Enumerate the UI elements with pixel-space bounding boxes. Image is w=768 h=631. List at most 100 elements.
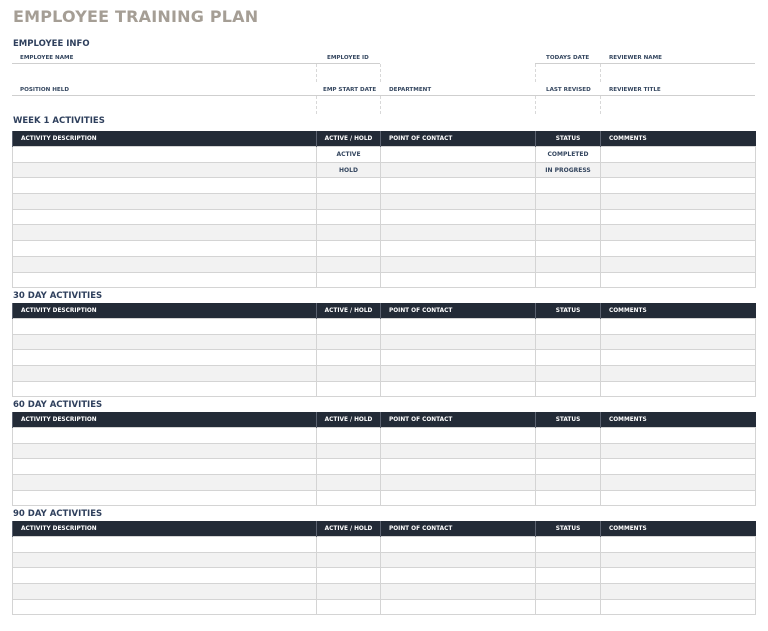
point-of-contact-cell[interactable] (380, 489, 536, 507)
point-of-contact-cell[interactable] (380, 427, 536, 444)
comments-cell[interactable] (600, 536, 756, 553)
activity-description-cell[interactable] (12, 318, 317, 335)
point-of-contact-cell[interactable] (380, 365, 536, 382)
active-hold-cell[interactable] (316, 333, 381, 351)
employee-name-field[interactable] (12, 64, 316, 82)
point-of-contact-cell[interactable] (380, 458, 536, 476)
comments-cell[interactable] (600, 240, 756, 257)
activity-description-cell[interactable] (12, 255, 317, 273)
activity-description-cell[interactable] (12, 458, 317, 476)
activity-description-cell[interactable] (12, 380, 317, 398)
point-of-contact-cell[interactable] (380, 380, 536, 398)
status-cell[interactable] (535, 458, 601, 476)
activity-description-cell[interactable] (12, 208, 317, 226)
point-of-contact-cell[interactable] (380, 224, 536, 242)
active-hold-cell[interactable] (316, 427, 381, 444)
activity-description-cell[interactable] (12, 583, 317, 600)
activity-description-cell[interactable] (12, 271, 317, 289)
point-of-contact-cell[interactable] (380, 240, 536, 257)
status-cell[interactable] (535, 208, 601, 226)
comments-cell[interactable] (600, 583, 756, 600)
activity-description-cell[interactable] (12, 598, 317, 616)
activity-description-cell[interactable] (12, 442, 317, 460)
active-hold-cell[interactable] (316, 583, 381, 600)
status-cell[interactable] (535, 365, 601, 382)
last-revised-field[interactable] (536, 96, 600, 114)
emp-start-date-field[interactable] (317, 96, 380, 114)
point-of-contact-cell[interactable] (380, 598, 536, 616)
comments-cell[interactable] (600, 177, 756, 195)
comments-cell[interactable] (600, 161, 756, 179)
active-hold-cell[interactable] (316, 255, 381, 273)
status-cell[interactable] (535, 271, 601, 289)
point-of-contact-cell[interactable] (380, 536, 536, 553)
comments-cell[interactable] (600, 474, 756, 491)
activity-description-cell[interactable] (12, 474, 317, 491)
point-of-contact-cell[interactable] (380, 255, 536, 273)
comments-cell[interactable] (600, 458, 756, 476)
point-of-contact-cell[interactable] (380, 333, 536, 351)
active-hold-cell[interactable]: ACTIVE (316, 146, 381, 163)
activity-description-cell[interactable] (12, 551, 317, 569)
activity-description-cell[interactable] (12, 224, 317, 242)
comments-cell[interactable] (600, 224, 756, 242)
status-cell[interactable] (535, 349, 601, 367)
point-of-contact-cell[interactable] (380, 567, 536, 585)
activity-description-cell[interactable] (12, 146, 317, 163)
status-cell[interactable] (535, 583, 601, 600)
activity-description-cell[interactable] (12, 349, 317, 367)
active-hold-cell[interactable] (316, 193, 381, 210)
point-of-contact-cell[interactable] (380, 208, 536, 226)
status-cell[interactable] (535, 474, 601, 491)
active-hold-cell[interactable] (316, 474, 381, 491)
comments-cell[interactable] (600, 333, 756, 351)
todays-date-field[interactable] (536, 64, 600, 82)
activity-description-cell[interactable] (12, 333, 317, 351)
comments-cell[interactable] (600, 489, 756, 507)
status-cell[interactable] (535, 318, 601, 335)
active-hold-cell[interactable] (316, 551, 381, 569)
status-cell[interactable] (535, 598, 601, 616)
point-of-contact-cell[interactable] (380, 146, 536, 163)
status-cell[interactable] (535, 380, 601, 398)
comments-cell[interactable] (600, 271, 756, 289)
status-cell[interactable]: COMPLETED (535, 146, 601, 163)
active-hold-cell[interactable] (316, 567, 381, 585)
active-hold-cell[interactable] (316, 380, 381, 398)
activity-description-cell[interactable] (12, 240, 317, 257)
active-hold-cell[interactable] (316, 208, 381, 226)
activity-description-cell[interactable] (12, 536, 317, 553)
comments-cell[interactable] (600, 255, 756, 273)
point-of-contact-cell[interactable] (380, 349, 536, 367)
active-hold-cell[interactable] (316, 458, 381, 476)
employee-id-field[interactable] (317, 64, 380, 82)
point-of-contact-cell[interactable] (380, 161, 536, 179)
active-hold-cell[interactable] (316, 536, 381, 553)
point-of-contact-cell[interactable] (380, 442, 536, 460)
active-hold-cell[interactable] (316, 349, 381, 367)
activity-description-cell[interactable] (12, 365, 317, 382)
status-cell[interactable] (535, 255, 601, 273)
status-cell[interactable]: IN PROGRESS (535, 161, 601, 179)
point-of-contact-cell[interactable] (380, 551, 536, 569)
comments-cell[interactable] (600, 598, 756, 616)
comments-cell[interactable] (600, 442, 756, 460)
comments-cell[interactable] (600, 208, 756, 226)
active-hold-cell[interactable] (316, 271, 381, 289)
activity-description-cell[interactable] (12, 193, 317, 210)
status-cell[interactable] (535, 567, 601, 585)
department-field[interactable] (381, 96, 535, 114)
point-of-contact-cell[interactable] (380, 583, 536, 600)
reviewer-name-field[interactable] (601, 64, 755, 82)
status-cell[interactable] (535, 224, 601, 242)
active-hold-cell[interactable] (316, 489, 381, 507)
status-cell[interactable] (535, 536, 601, 553)
comments-cell[interactable] (600, 427, 756, 444)
active-hold-cell[interactable] (316, 240, 381, 257)
active-hold-cell[interactable] (316, 598, 381, 616)
point-of-contact-cell[interactable] (380, 318, 536, 335)
active-hold-cell[interactable] (316, 318, 381, 335)
active-hold-cell[interactable] (316, 224, 381, 242)
status-cell[interactable] (535, 489, 601, 507)
comments-cell[interactable] (600, 380, 756, 398)
